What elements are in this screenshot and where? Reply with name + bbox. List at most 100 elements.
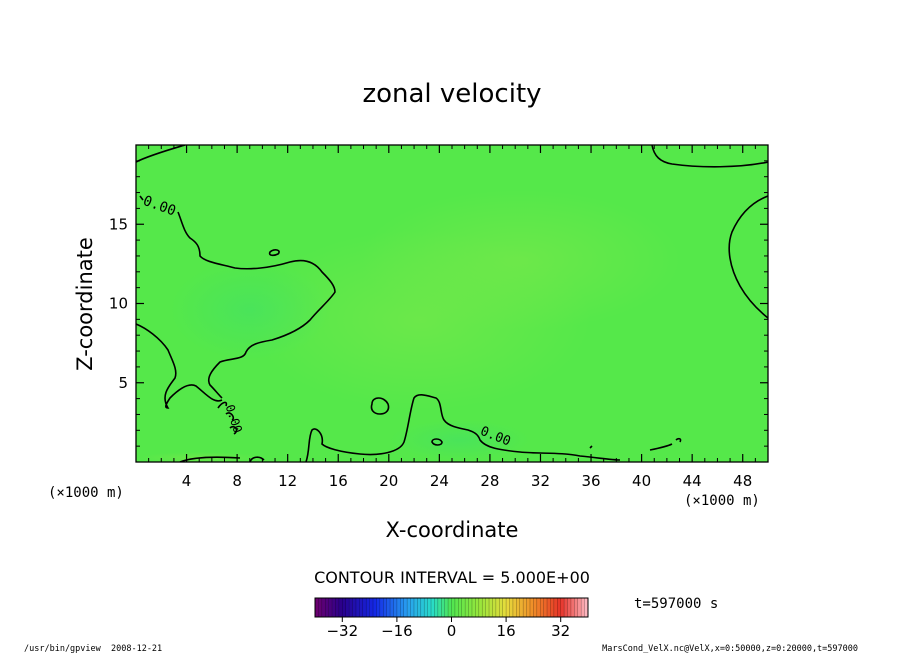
colorbar-segment — [540, 598, 544, 617]
colorbar-segment — [584, 598, 589, 617]
footer-left: /usr/bin/gpview 2008-12-21 — [24, 644, 162, 654]
colorbar-segment — [482, 598, 486, 617]
colorbar-segment — [355, 598, 360, 617]
x-tick-label: 40 — [632, 472, 651, 490]
colorbar-tick-label: −16 — [381, 622, 413, 640]
colorbar-segment — [373, 598, 377, 617]
colorbar-segment — [458, 598, 463, 617]
colorbar-segment — [512, 598, 517, 617]
colorbar-segment — [475, 598, 480, 617]
colorbar-segment — [444, 598, 449, 617]
x-tick-label: 44 — [683, 472, 702, 490]
y-tick-label: 5 — [118, 374, 128, 392]
colorbar-tick-label: 16 — [497, 622, 516, 640]
colorbar-segment — [417, 598, 422, 617]
colorbar-segment — [434, 598, 439, 617]
colorbar-segment — [403, 598, 408, 617]
colorbar-ticks: −32 −16 0 16 32 — [326, 617, 570, 640]
colorbar-segment — [550, 598, 555, 617]
chart-title: zonal velocity — [362, 79, 541, 109]
colorbar-segment — [465, 598, 469, 617]
colorbar-segment — [468, 598, 473, 617]
colorbar-segment — [437, 598, 442, 617]
colorbar-segment — [547, 598, 551, 617]
colorbar-segment — [516, 598, 521, 617]
colorbar-segment — [478, 598, 483, 617]
colorbar-segment — [338, 598, 343, 617]
colorbar-segment — [492, 598, 497, 617]
colorbar-segment — [413, 598, 418, 617]
colorbar-segment — [485, 598, 490, 617]
colorbar-segment — [352, 598, 357, 617]
colorbar-segment — [335, 598, 340, 617]
contour-interval-label: CONTOUR INTERVAL = 5.000E+00 — [314, 568, 590, 587]
contour-zero-loop-20 — [370, 397, 390, 415]
colorbar-segment — [502, 598, 507, 617]
colorbar-segment — [427, 598, 432, 617]
field-shading-negative — [170, 260, 330, 360]
x-axis-title: X-coordinate — [386, 518, 519, 542]
x-axis-unit-right: (×1000 m) — [684, 493, 760, 509]
colorbar-segment — [359, 598, 364, 617]
colorbar-segment — [431, 598, 435, 617]
colorbar-segment — [454, 598, 459, 617]
colorbar-segment — [315, 598, 319, 617]
colorbar-segment — [499, 598, 503, 617]
colorbar-segment — [396, 598, 401, 617]
x-tick-label: 20 — [379, 472, 398, 490]
x-tick-label: 12 — [278, 472, 297, 490]
contour-zero-main — [136, 195, 336, 409]
colorbar-segment — [526, 598, 531, 617]
colorbar-tick-label: 32 — [551, 622, 570, 640]
colorbar-segment — [321, 598, 326, 617]
colorbar-segment — [407, 598, 411, 617]
colorbar-segment — [567, 598, 572, 617]
contour-zero-upper-left — [136, 145, 186, 163]
colorbar-segment — [506, 598, 510, 617]
x-tick-label: 48 — [733, 472, 752, 490]
colorbar-segment — [553, 598, 558, 617]
colorbar-segment — [410, 598, 415, 617]
colorbar-segment — [451, 598, 456, 617]
colorbar-segment — [390, 598, 394, 617]
x-tick-label: 4 — [182, 472, 192, 490]
colorbar-segment — [536, 598, 541, 617]
colorbar-segment — [543, 598, 548, 617]
colorbar-segment — [366, 598, 370, 617]
colorbar-segment — [533, 598, 538, 617]
colorbar-segment — [386, 598, 391, 617]
colorbar-segment — [471, 598, 476, 617]
colorbar-segment — [581, 598, 585, 617]
colorbar-segment — [400, 598, 405, 617]
colorbar-segment — [509, 598, 514, 617]
colorbar-segment — [376, 598, 381, 617]
colorbar-segment — [362, 598, 367, 617]
colorbar-segment — [379, 598, 384, 617]
x-axis-unit-left: (×1000 m) — [48, 485, 124, 501]
colorbar-segment — [577, 598, 582, 617]
contour-zero-left-small — [217, 401, 238, 435]
colorbar-segment — [529, 598, 534, 617]
colorbar-segment — [519, 598, 524, 617]
colorbar-segment — [523, 598, 527, 617]
colorbar-segment — [332, 598, 336, 617]
colorbar-segment — [570, 598, 575, 617]
colorbar-segment — [318, 598, 323, 617]
colorbar-segment — [564, 598, 568, 617]
y-tick-label: 15 — [109, 215, 128, 233]
contour-lines — [136, 145, 768, 462]
colorbar-segment — [342, 598, 347, 617]
colorbar-segment — [495, 598, 500, 617]
x-tick-label: 8 — [232, 472, 242, 490]
x-tick-label: 28 — [480, 472, 499, 490]
field-shading-bottom — [140, 452, 260, 462]
plot-area — [136, 145, 768, 462]
colorbar-segment — [560, 598, 565, 617]
colorbar-segment — [345, 598, 350, 617]
colorbar-segment — [420, 598, 425, 617]
y-tick-label: 10 — [109, 295, 128, 313]
y-axis-title: Z-coordinate — [73, 237, 97, 371]
field-shading-negative-2 — [390, 420, 530, 460]
